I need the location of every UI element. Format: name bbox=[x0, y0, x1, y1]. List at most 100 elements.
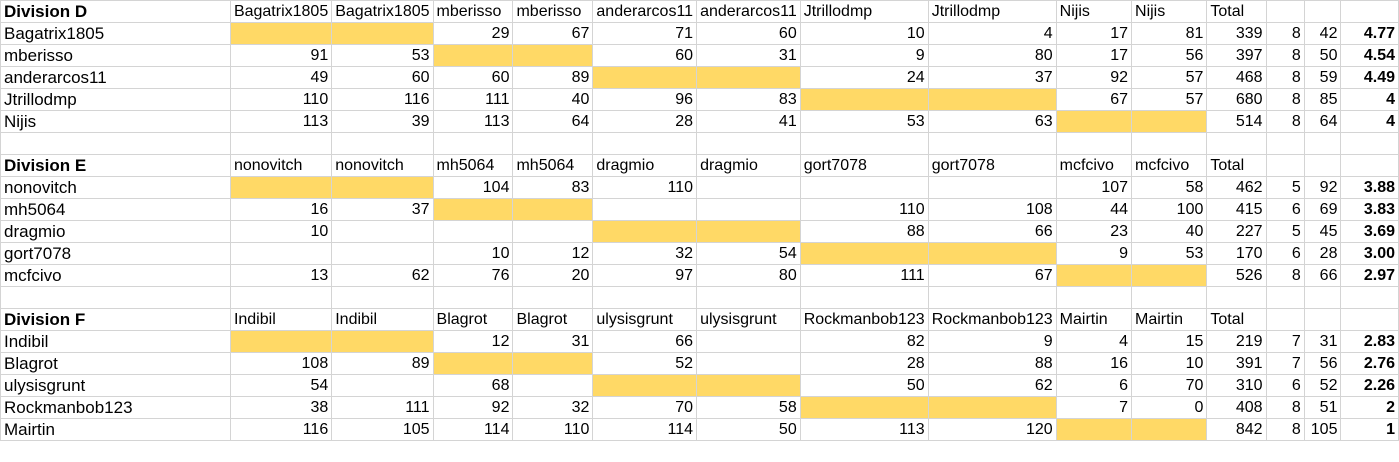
total-cell[interactable]: 680 bbox=[1206, 88, 1267, 111]
score-cell[interactable]: 89 bbox=[512, 66, 594, 89]
opponent-header-cell[interactable]: nonovitch bbox=[229, 154, 333, 177]
score-cell[interactable]: 83 bbox=[696, 88, 801, 111]
score-cell[interactable]: 76 bbox=[432, 264, 514, 287]
average-cell[interactable]: 2.76 bbox=[1340, 352, 1399, 375]
count-cell[interactable]: 105 bbox=[1303, 418, 1342, 441]
score-cell[interactable]: 67 bbox=[927, 264, 1057, 287]
empty-cell[interactable] bbox=[799, 132, 929, 155]
score-cell[interactable]: 24 bbox=[799, 66, 929, 89]
opponent-header-cell[interactable]: Blagrot bbox=[432, 308, 514, 331]
empty-cell[interactable] bbox=[0, 132, 231, 155]
score-cell[interactable]: 9 bbox=[927, 330, 1057, 353]
score-cell[interactable]: 15 bbox=[1131, 330, 1208, 353]
score-cell[interactable] bbox=[696, 352, 801, 375]
count-cell[interactable]: 69 bbox=[1303, 198, 1342, 221]
empty-cell[interactable] bbox=[1303, 286, 1342, 309]
opponent-header-cell[interactable]: Mairtin bbox=[1131, 308, 1208, 331]
score-cell[interactable] bbox=[331, 242, 434, 265]
games-cell[interactable]: 7 bbox=[1265, 352, 1305, 375]
score-cell[interactable]: 58 bbox=[696, 396, 801, 419]
score-cell[interactable]: 10 bbox=[229, 220, 333, 243]
score-cell[interactable]: 64 bbox=[512, 110, 594, 133]
empty-cell[interactable] bbox=[592, 132, 698, 155]
games-cell[interactable]: 6 bbox=[1265, 374, 1305, 397]
self-match-cell[interactable] bbox=[696, 374, 801, 397]
average-cell[interactable]: 3.69 bbox=[1340, 220, 1399, 243]
score-cell[interactable]: 57 bbox=[1131, 88, 1208, 111]
empty-cell[interactable] bbox=[1206, 132, 1267, 155]
score-cell[interactable]: 110 bbox=[512, 418, 594, 441]
self-match-cell[interactable] bbox=[432, 352, 514, 375]
total-cell[interactable]: 468 bbox=[1206, 66, 1267, 89]
score-cell[interactable]: 96 bbox=[592, 88, 698, 111]
score-cell[interactable]: 114 bbox=[592, 418, 698, 441]
total-cell[interactable]: 391 bbox=[1206, 352, 1267, 375]
empty-cell[interactable] bbox=[331, 286, 434, 309]
self-match-cell[interactable] bbox=[512, 198, 594, 221]
total-cell[interactable]: 310 bbox=[1206, 374, 1267, 397]
total-cell[interactable]: 397 bbox=[1206, 44, 1267, 67]
score-cell[interactable]: 57 bbox=[1131, 66, 1208, 89]
empty-cell[interactable] bbox=[1340, 286, 1399, 309]
empty-cell[interactable] bbox=[1340, 132, 1399, 155]
score-cell[interactable]: 66 bbox=[592, 330, 698, 353]
score-cell[interactable]: 116 bbox=[331, 88, 434, 111]
self-match-cell[interactable] bbox=[592, 66, 698, 89]
player-name-cell[interactable]: dragmio bbox=[0, 220, 231, 243]
games-cell[interactable]: 8 bbox=[1265, 264, 1305, 287]
self-match-cell[interactable] bbox=[1055, 110, 1133, 133]
games-cell[interactable]: 8 bbox=[1265, 44, 1305, 67]
player-name-cell[interactable]: Nijis bbox=[0, 110, 231, 133]
total-cell[interactable]: 526 bbox=[1206, 264, 1267, 287]
count-cell[interactable]: 45 bbox=[1303, 220, 1342, 243]
self-match-cell[interactable] bbox=[592, 220, 698, 243]
self-match-cell[interactable] bbox=[331, 22, 434, 45]
count-cell[interactable]: 31 bbox=[1303, 330, 1342, 353]
score-cell[interactable]: 28 bbox=[592, 110, 698, 133]
score-cell[interactable]: 113 bbox=[799, 418, 929, 441]
games-cell[interactable]: 8 bbox=[1265, 88, 1305, 111]
score-cell[interactable]: 108 bbox=[927, 198, 1057, 221]
score-cell[interactable]: 110 bbox=[592, 176, 698, 199]
division-title[interactable]: Division F bbox=[0, 308, 231, 331]
total-header-cell[interactable]: Total bbox=[1206, 308, 1267, 331]
player-name-cell[interactable]: gort7078 bbox=[0, 242, 231, 265]
average-cell[interactable]: 3.88 bbox=[1340, 176, 1399, 199]
score-cell[interactable] bbox=[229, 242, 333, 265]
self-match-cell[interactable] bbox=[696, 66, 801, 89]
score-cell[interactable]: 0 bbox=[1131, 396, 1208, 419]
player-name-cell[interactable]: Indibil bbox=[0, 330, 231, 353]
score-cell[interactable]: 32 bbox=[592, 242, 698, 265]
score-cell[interactable]: 53 bbox=[331, 44, 434, 67]
score-cell[interactable]: 17 bbox=[1055, 44, 1133, 67]
score-cell[interactable]: 16 bbox=[229, 198, 333, 221]
score-cell[interactable]: 70 bbox=[1131, 374, 1208, 397]
empty-cell[interactable] bbox=[229, 286, 333, 309]
score-cell[interactable]: 10 bbox=[1131, 352, 1208, 375]
self-match-cell[interactable] bbox=[432, 44, 514, 67]
opponent-header-cell[interactable]: mh5064 bbox=[512, 154, 594, 177]
self-match-cell[interactable] bbox=[696, 220, 801, 243]
score-cell[interactable]: 31 bbox=[696, 44, 801, 67]
opponent-header-cell[interactable]: mberisso bbox=[432, 0, 514, 23]
score-cell[interactable]: 13 bbox=[229, 264, 333, 287]
score-cell[interactable]: 40 bbox=[1131, 220, 1208, 243]
empty-cell[interactable] bbox=[1131, 286, 1208, 309]
self-match-cell[interactable] bbox=[229, 330, 333, 353]
score-cell[interactable]: 10 bbox=[799, 22, 929, 45]
opponent-header-cell[interactable]: mh5064 bbox=[432, 154, 514, 177]
score-cell[interactable]: 120 bbox=[927, 418, 1057, 441]
score-cell[interactable] bbox=[512, 374, 594, 397]
score-cell[interactable]: 67 bbox=[512, 22, 594, 45]
score-cell[interactable] bbox=[696, 198, 801, 221]
empty-cell[interactable] bbox=[696, 132, 801, 155]
player-name-cell[interactable]: Rockmanbob123 bbox=[0, 396, 231, 419]
score-cell[interactable]: 111 bbox=[331, 396, 434, 419]
self-match-cell[interactable] bbox=[1131, 264, 1208, 287]
empty-cell[interactable] bbox=[0, 286, 231, 309]
score-cell[interactable]: 9 bbox=[1055, 242, 1133, 265]
score-cell[interactable]: 49 bbox=[229, 66, 333, 89]
opponent-header-cell[interactable]: Nijis bbox=[1055, 0, 1133, 23]
score-cell[interactable]: 53 bbox=[799, 110, 929, 133]
average-cell[interactable]: 2 bbox=[1340, 396, 1399, 419]
